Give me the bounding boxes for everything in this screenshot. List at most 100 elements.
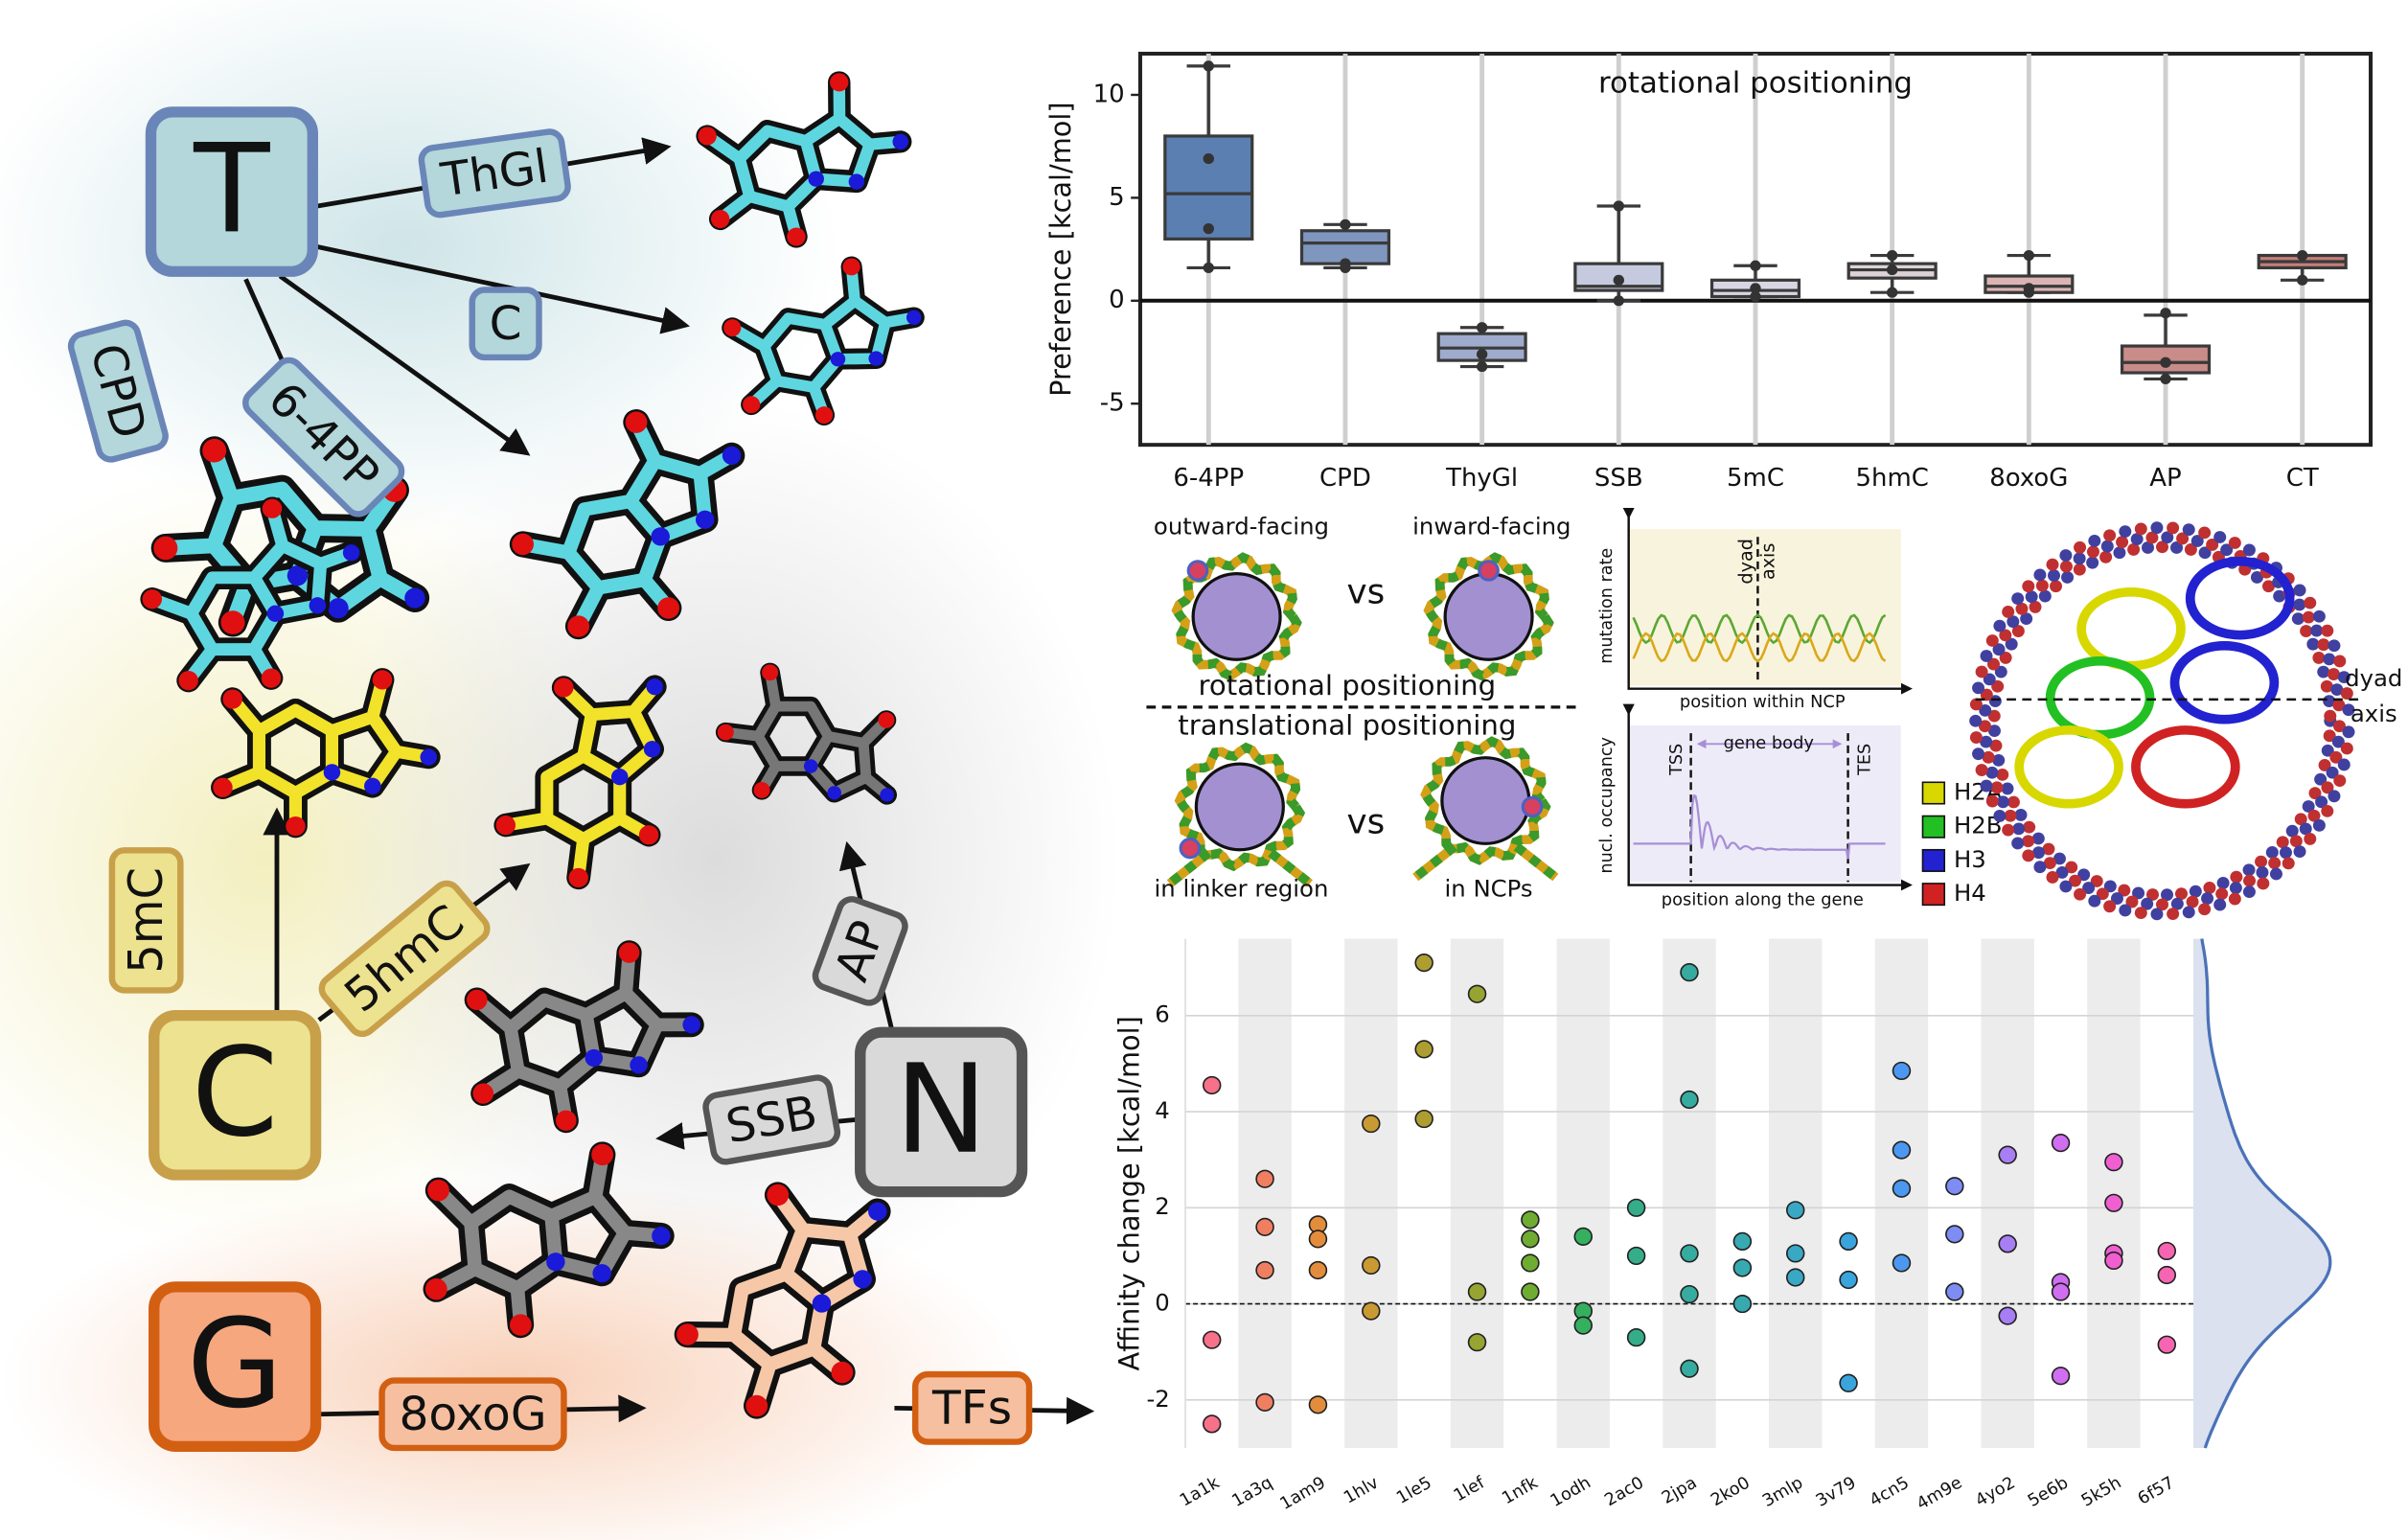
oxygen (743, 396, 761, 414)
dna-atom (2004, 809, 2017, 822)
dna-atom (2043, 857, 2056, 870)
dna-atom (2342, 703, 2355, 717)
dna-atom (2273, 589, 2286, 603)
oxygen (261, 668, 282, 688)
nitrogen (610, 769, 629, 786)
dna-atom (2059, 880, 2073, 893)
data-point (1255, 1392, 1274, 1412)
dna-atom (2213, 531, 2227, 543)
dna-atom (2150, 521, 2164, 535)
dna-atom (2184, 543, 2197, 556)
dna-atom (2321, 624, 2334, 637)
molecule-bonds (499, 680, 661, 885)
x-tick-label: 5e6b (2025, 1474, 2072, 1511)
oxygen (842, 258, 860, 276)
dna-atom (2061, 571, 2075, 584)
dna-atom (2321, 744, 2334, 757)
edge-box (418, 128, 571, 218)
edge-box (911, 1370, 1033, 1445)
data-point (1476, 360, 1488, 373)
nitrogen (342, 544, 360, 562)
chart-title: rotational positioning (1598, 67, 1913, 101)
nitrogen (651, 527, 670, 546)
category-band (1981, 938, 2034, 1448)
dna-atom (2257, 877, 2270, 890)
data-point (1362, 1255, 1381, 1276)
y-tick-label: -5 (1100, 389, 1125, 418)
dna-atom (2302, 610, 2315, 624)
oxygen (424, 1277, 447, 1300)
dna-atom (2127, 543, 2141, 556)
dna-atom (2146, 888, 2159, 901)
dna-atom (2002, 606, 2015, 618)
oxygen (717, 724, 734, 741)
dna-atom (1985, 634, 1999, 647)
dna-atom (2174, 887, 2188, 901)
dna-atom (2050, 580, 2063, 593)
data-point (1732, 1294, 1753, 1314)
nitrogen (812, 1294, 832, 1313)
base-label: C (192, 1022, 279, 1164)
dna-atom (2125, 895, 2139, 908)
dna-atom (2332, 699, 2346, 712)
dna-atom (2161, 888, 2174, 902)
dna-atom (1996, 768, 2009, 781)
nitrogen (652, 1227, 671, 1246)
molecule (696, 71, 912, 248)
dna-atom (2007, 795, 2020, 809)
dna-atom (2302, 800, 2315, 813)
data-point (1613, 200, 1624, 212)
nitrogen (803, 759, 818, 773)
nucleosome-sketch (1166, 742, 1313, 887)
data-point (1886, 287, 1898, 298)
dna-atom (2255, 855, 2268, 868)
data-point (1892, 1179, 1912, 1198)
molecule-bonds (470, 946, 699, 1128)
nitrogen (646, 678, 663, 696)
data-point (1886, 264, 1898, 276)
dna-atom (2198, 546, 2212, 560)
y-axis-label: Affinity change [kcal/mol] (1112, 1016, 1145, 1370)
molecule (423, 1141, 675, 1339)
dna-atom (2103, 529, 2117, 542)
occupancy (1633, 793, 1886, 860)
nucleosome-structure (1969, 521, 2355, 921)
x-tick-label: 4yo2 (1972, 1474, 2018, 1511)
data-point (2104, 1193, 2123, 1212)
dna-atom (2048, 569, 2060, 582)
oxygen (814, 406, 834, 425)
dna-atom (2132, 886, 2145, 900)
base-label: N (895, 1039, 988, 1182)
dna-atom (2304, 833, 2317, 845)
dna-atom (2304, 596, 2317, 609)
label: in NCPs (1445, 875, 1533, 902)
dna-atom (2011, 592, 2025, 606)
data-point (1998, 1234, 2017, 1253)
dna-atom (2156, 898, 2168, 911)
dna-atom (2216, 877, 2230, 889)
base-label: G (187, 1293, 284, 1436)
dna-atom (1993, 810, 2007, 822)
dna-atom (1979, 720, 1992, 733)
category-band (1556, 938, 1610, 1448)
dna-atom (2242, 863, 2256, 877)
label: dyad (2345, 665, 2402, 692)
dna-atom (2082, 882, 2096, 894)
dna-atom (2291, 612, 2305, 625)
dna-atom (2342, 725, 2355, 739)
dna-atom (2190, 535, 2204, 547)
dna-atom (2289, 835, 2303, 848)
legend-swatch (1921, 815, 1946, 839)
data-point (1255, 1260, 1274, 1280)
dna-atom (2293, 598, 2306, 611)
oxygen (677, 1323, 699, 1345)
edge-label: SSB (702, 1074, 841, 1165)
data-point (1308, 1395, 1328, 1414)
data-point (1680, 1359, 1699, 1378)
nitrogen (868, 351, 884, 366)
dna-atom (2130, 533, 2144, 546)
dna-atom (1987, 657, 2000, 671)
dna-atom (2119, 525, 2132, 539)
nitrogen (892, 133, 909, 150)
oxygen (466, 989, 488, 1011)
